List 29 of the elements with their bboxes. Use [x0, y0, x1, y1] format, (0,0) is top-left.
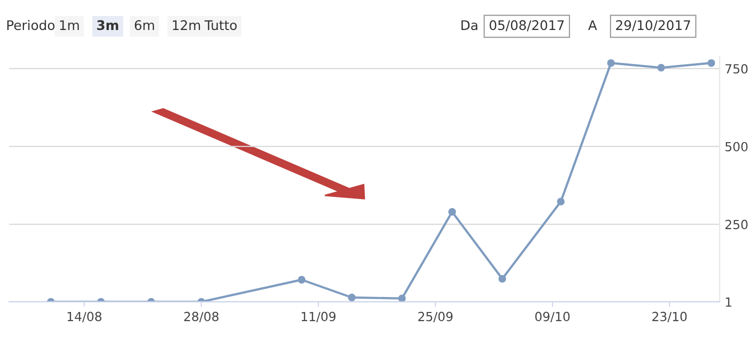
text: Da	[462, 20, 478, 30]
point	[348, 294, 356, 302]
x-tick-label: 14/08	[68, 312, 102, 322]
y-tick-label: 1	[726, 297, 732, 307]
x-tick-label: 25/09	[418, 312, 453, 322]
text: 1m	[60, 20, 79, 30]
text: Periodo	[7, 20, 54, 30]
text: 6m	[134, 20, 154, 30]
text: A	[588, 20, 597, 30]
point	[707, 59, 716, 67]
point	[448, 208, 456, 216]
x-tick-label: 23/10	[652, 312, 687, 322]
point	[498, 274, 506, 283]
x-tick-label: 11/09	[302, 312, 336, 322]
point	[556, 198, 565, 206]
point	[398, 294, 406, 302]
x-tick-label: 09/10	[535, 312, 570, 322]
text: 12m	[172, 20, 200, 30]
text: 3m	[97, 20, 118, 30]
text: 29/10/2017	[616, 20, 690, 32]
point	[657, 64, 665, 72]
y-tick-label: 750	[726, 64, 748, 74]
point	[607, 59, 615, 67]
y-tick-label: 250	[725, 220, 748, 230]
x-tick-label: 28/08	[184, 312, 218, 322]
text: Tutto	[204, 20, 237, 30]
y-tick-label: 500	[725, 142, 748, 152]
point	[298, 276, 306, 284]
text: 05/08/2017	[490, 20, 564, 32]
